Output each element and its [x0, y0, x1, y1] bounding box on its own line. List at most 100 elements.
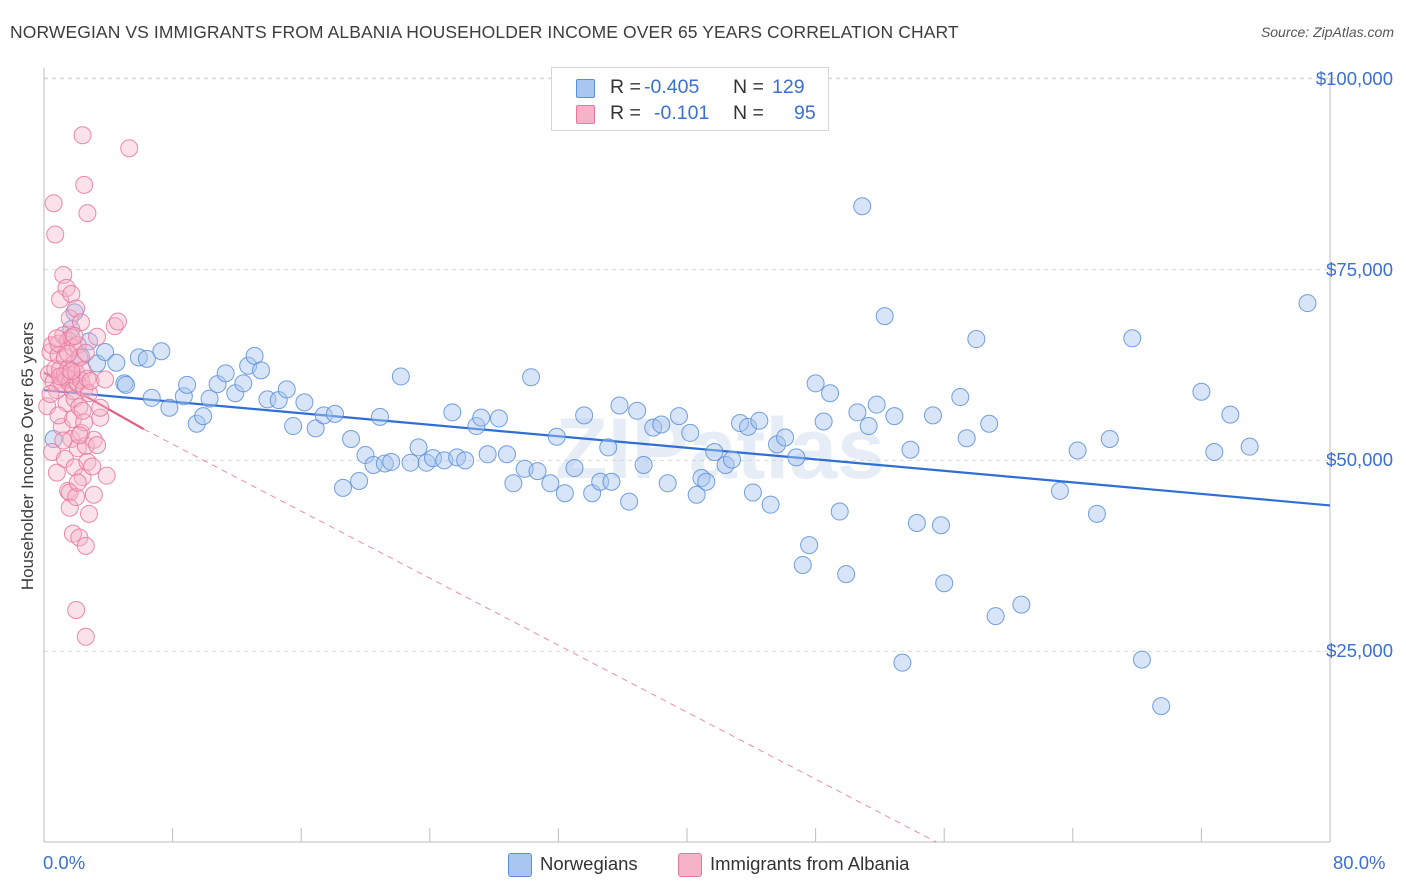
- norwegians-point: [787, 448, 806, 467]
- x-axis-min-label: 0.0%: [43, 852, 86, 873]
- norwegians-point: [216, 364, 235, 383]
- norwegians-point: [504, 474, 523, 493]
- norwegians-point: [658, 474, 677, 493]
- norwegians-point: [489, 409, 508, 428]
- norwegians-point: [1240, 437, 1259, 456]
- x-axis-max-label: 80.0%: [1333, 852, 1386, 873]
- albania-points: [38, 126, 139, 646]
- norwegians-point: [1132, 650, 1151, 669]
- albania-point: [47, 329, 66, 348]
- legend-label: Immigrants from Albania: [710, 853, 910, 874]
- norwegians-point: [806, 374, 825, 393]
- norwegians-point: [555, 484, 574, 503]
- norwegians-point: [194, 407, 213, 426]
- albania-point: [67, 299, 86, 318]
- albania-point: [96, 370, 115, 389]
- norwegians-point: [1205, 443, 1224, 462]
- norwegians-point: [314, 406, 333, 425]
- norwegians-point: [875, 307, 894, 326]
- norwegians-point: [174, 387, 193, 406]
- norwegians-point: [1050, 481, 1069, 500]
- norwegians-point: [137, 349, 156, 368]
- norwegians-point: [96, 343, 115, 362]
- albania-point: [97, 466, 116, 485]
- norwegians-point: [885, 407, 904, 426]
- norwegians-point: [957, 429, 976, 448]
- albania-point: [84, 430, 103, 449]
- norwegians-point: [409, 438, 428, 457]
- y-tick-label: $25,000: [1326, 640, 1393, 662]
- legend-r-label: R =: [610, 102, 641, 124]
- norwegians-point: [467, 417, 486, 436]
- norwegians-point: [456, 451, 475, 470]
- norwegians-point: [923, 406, 942, 425]
- albania-point: [44, 194, 63, 213]
- albania-point: [91, 408, 110, 427]
- norwegians-point: [980, 414, 999, 433]
- albania-point: [41, 385, 60, 404]
- norwegians-point: [333, 478, 352, 497]
- norwegians-point: [935, 574, 954, 593]
- norwegians-point: [160, 398, 179, 417]
- watermark: ZIPatlas: [555, 401, 885, 497]
- norwegians-point: [152, 342, 171, 361]
- norwegians-point: [1298, 294, 1317, 313]
- norwegians-point: [986, 607, 1005, 626]
- legend-r-value: -0.101: [654, 102, 710, 124]
- albania-point: [84, 485, 103, 504]
- albania-point: [70, 426, 89, 445]
- legend-n-label: N =: [733, 102, 764, 124]
- albania-point: [54, 431, 73, 450]
- norwegians-point: [142, 388, 161, 407]
- norwegians-point: [325, 404, 344, 423]
- norwegians-point: [342, 430, 361, 449]
- norwegians-point: [750, 411, 769, 430]
- albania-point: [62, 285, 81, 304]
- norwegians-point: [837, 565, 856, 584]
- albania-point: [78, 204, 97, 223]
- norwegians-point: [599, 438, 618, 457]
- norwegians-point: [687, 485, 706, 504]
- norwegians-point: [472, 408, 491, 427]
- albania-point: [51, 290, 70, 309]
- albania-point: [108, 312, 127, 331]
- albania-point: [65, 326, 84, 345]
- norwegians-point: [1087, 504, 1106, 523]
- legend-swatch-pink: [678, 853, 702, 877]
- y-tick-label: $100,000: [1315, 67, 1393, 89]
- albania-point: [76, 536, 95, 555]
- legend-n-value: 95: [794, 102, 816, 124]
- albania-point: [76, 343, 95, 362]
- y-tick-label: $75,000: [1326, 258, 1393, 280]
- norwegians-point: [859, 417, 878, 436]
- norwegians-point: [522, 368, 541, 387]
- norwegians-point: [723, 450, 742, 469]
- albania-point: [80, 504, 99, 523]
- norwegians-point: [187, 414, 206, 433]
- norwegians-point: [620, 492, 639, 511]
- norwegians-point: [776, 428, 795, 447]
- y-axis-title: Householder Income Over 65 years: [18, 321, 37, 591]
- albania-point: [91, 398, 110, 417]
- norwegians-points: [44, 197, 1317, 716]
- norwegians-point: [848, 403, 867, 422]
- norwegians-point: [931, 516, 950, 535]
- norwegians-point: [1012, 595, 1031, 614]
- albania-point: [60, 309, 79, 328]
- norwegians-point: [1221, 405, 1240, 424]
- albania-point: [88, 436, 107, 455]
- source-label: Source: ZipAtlas.com: [1260, 24, 1394, 40]
- legend-label: Norwegians: [540, 853, 638, 874]
- norwegians-point: [497, 445, 516, 464]
- correlation-legend: R = -0.405 N = 129 R = -0.101 N = 95: [551, 67, 829, 131]
- norwegians-point: [424, 449, 443, 468]
- albania-point: [75, 175, 94, 194]
- norwegians-point: [610, 396, 629, 415]
- albania-point: [120, 139, 139, 158]
- norwegians-point: [375, 454, 394, 473]
- albania-point: [67, 600, 86, 619]
- norwegians-point: [821, 384, 840, 403]
- legend-swatch-pink: [576, 105, 595, 124]
- chart-title: NORWEGIAN VS IMMIGRANTS FROM ALBANIA HOU…: [10, 22, 959, 42]
- norwegians-point: [200, 389, 219, 408]
